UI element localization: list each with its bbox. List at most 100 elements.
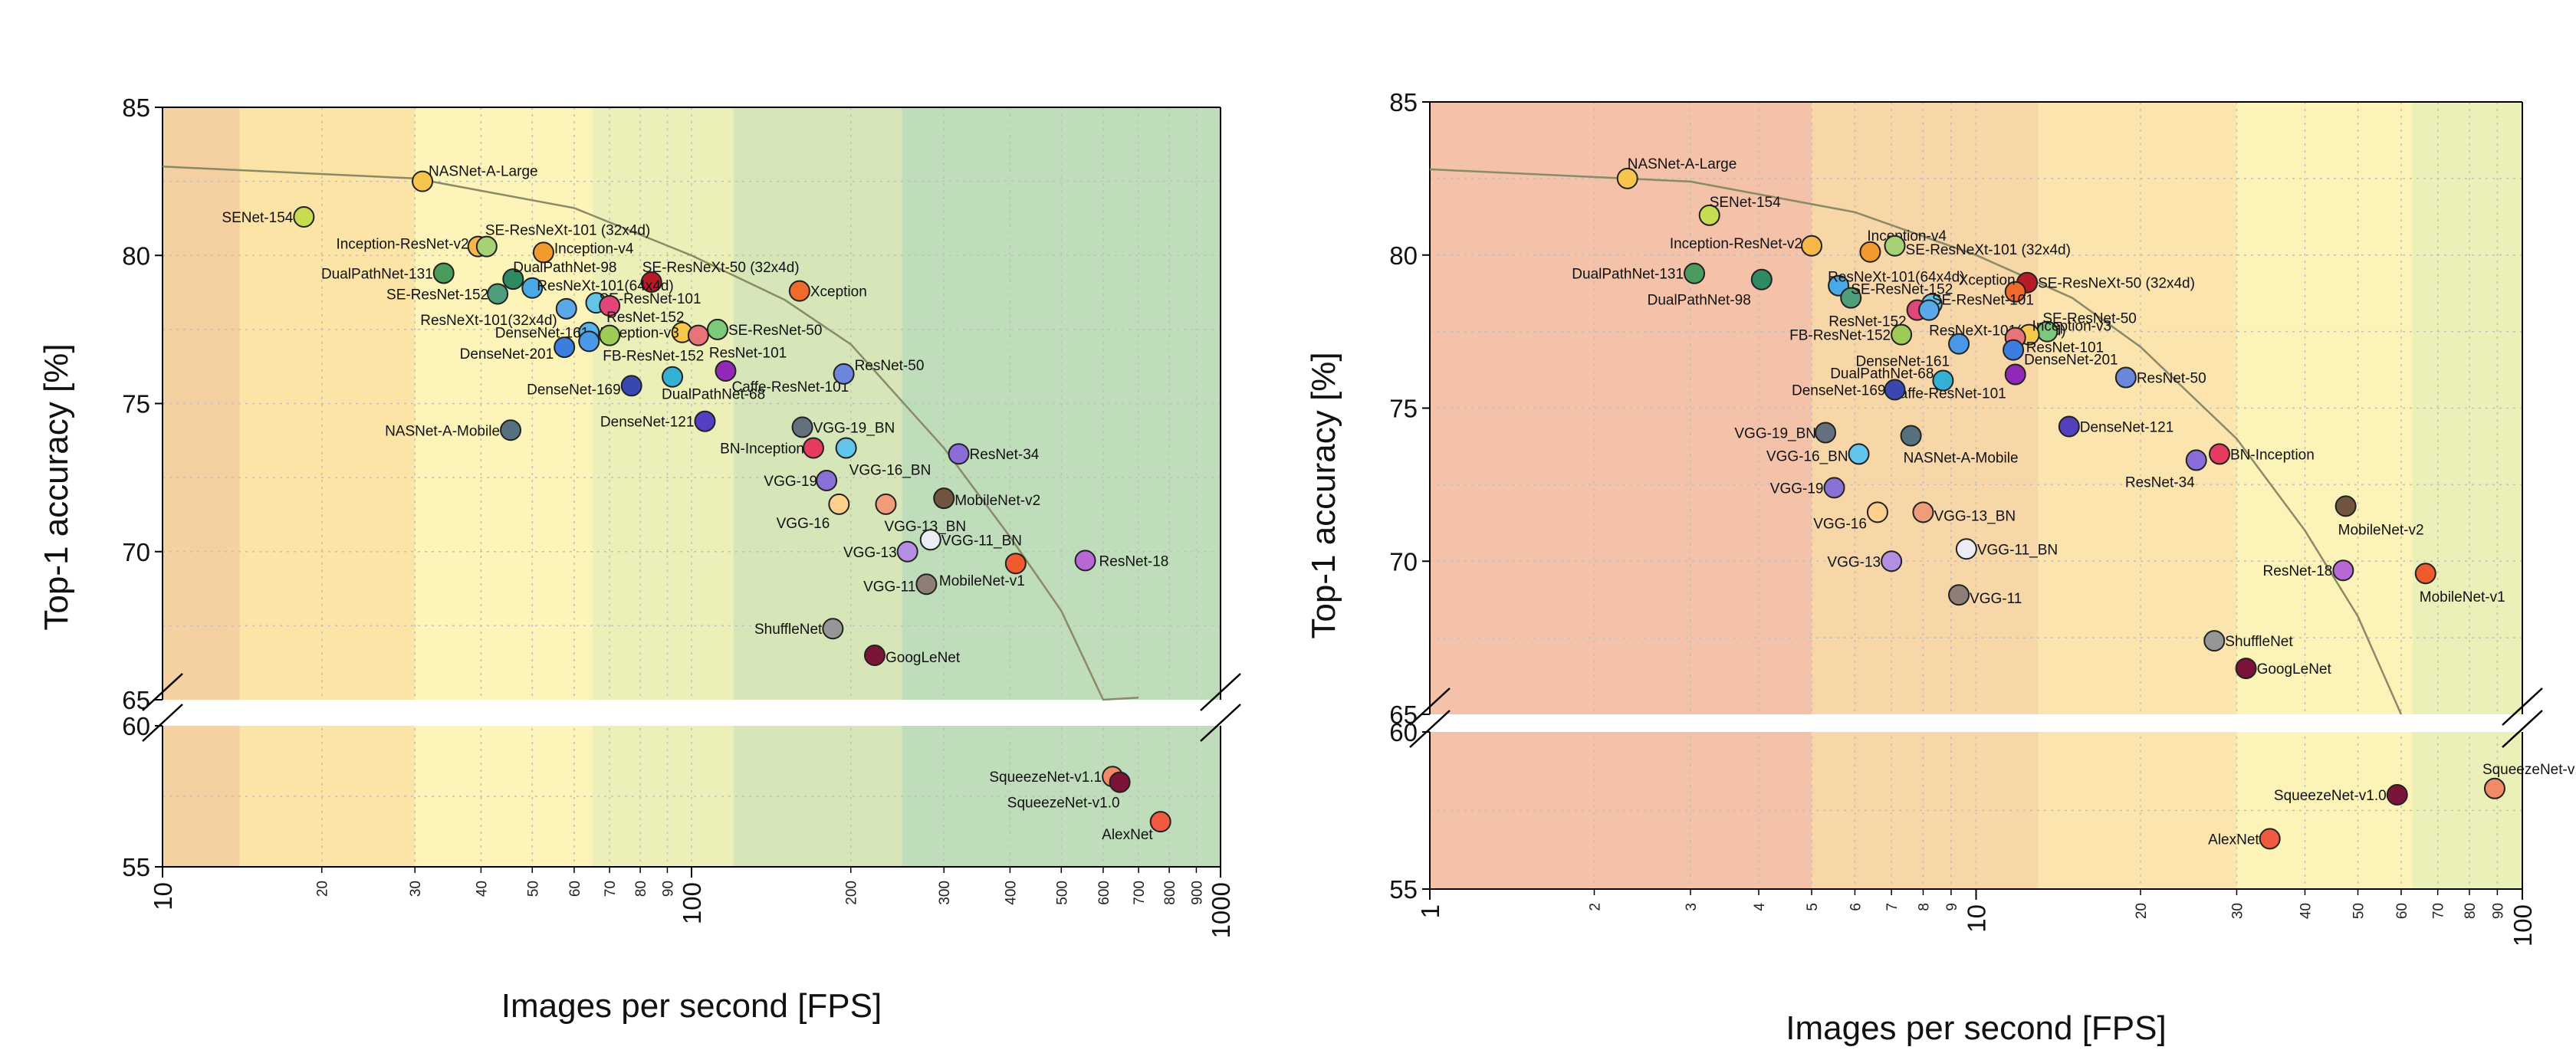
data-label: NASNet-A-Large: [429, 164, 538, 180]
background-band: [163, 107, 240, 867]
data-label: SE-ResNeXt-101 (32x4d): [485, 223, 650, 239]
data-label: BN-Inception: [2230, 447, 2315, 463]
data-point: [896, 540, 918, 563]
data-label: SE-ResNet-50: [2042, 311, 2137, 327]
x-minor-tick-label: 400: [1003, 881, 1019, 905]
data-label: VGG-16: [1813, 516, 1867, 532]
data-label: VGG-13_BN: [1934, 508, 2016, 524]
data-point: [791, 416, 813, 438]
data-point: [293, 206, 315, 228]
data-label: Xception: [1959, 273, 2016, 289]
data-label: SE-ResNet-152: [1851, 282, 1953, 298]
background-band: [1812, 102, 2039, 889]
x-minor-tick-label: 90: [660, 881, 676, 897]
data-point: [706, 318, 728, 340]
data-point: [1801, 235, 1823, 257]
data-point: [875, 493, 897, 515]
data-label: AlexNet: [2208, 832, 2259, 848]
x-minor-tick-label: 80: [2463, 903, 2479, 919]
data-point: [788, 280, 810, 302]
data-label: VGG-11: [863, 579, 915, 595]
data-point: [1616, 167, 1638, 189]
data-point: [599, 294, 621, 317]
data-label: DualPathNet-68: [662, 387, 765, 403]
data-point: [1684, 262, 1706, 284]
data-point: [500, 419, 522, 441]
data-point: [1815, 422, 1837, 444]
data-label: VGG-11_BN: [1977, 542, 2058, 558]
data-label: DenseNet-201: [460, 346, 554, 363]
data-point: [1881, 550, 1903, 573]
data-point: [2203, 630, 2226, 652]
data-point: [687, 324, 709, 346]
background-band: [592, 107, 734, 867]
data-label: SE-ResNeXt-50 (32x4d): [2038, 276, 2195, 292]
x-minor-tick-label: 90: [2490, 903, 2506, 919]
background-band: [2236, 102, 2413, 889]
data-point: [521, 277, 544, 299]
data-label: VGG-19: [1770, 481, 1824, 497]
data-label: SE-ResNeXt-101 (32x4d): [1906, 242, 2071, 258]
data-label: DenseNet-121: [2080, 419, 2174, 435]
x-tick-label: 100: [2509, 904, 2537, 947]
data-point: [662, 366, 684, 388]
data-label: NASNet-A-Mobile: [385, 423, 500, 439]
data-point: [640, 271, 662, 294]
data-point: [2003, 339, 2025, 361]
data-point: [2334, 495, 2357, 517]
x-minor-tick-label: 30: [408, 881, 424, 897]
data-label: AlexNet: [1102, 827, 1153, 843]
data-label: DenseNet-169: [527, 382, 621, 398]
data-label: SqueezeNet-v1.1: [989, 769, 1102, 786]
y-tick-label: 75: [1389, 395, 1418, 423]
data-point: [532, 241, 554, 264]
data-label: VGG-13_BN: [884, 519, 966, 535]
data-label: ResNet-50: [2137, 371, 2206, 387]
x-minor-tick-label: 900: [1189, 881, 1205, 905]
data-point: [578, 330, 600, 353]
data-label: SqueezeNet-v1.1: [2482, 762, 2576, 778]
y-axis-title: Top-1 accuracy [%]: [38, 343, 75, 630]
data-point: [1859, 241, 1881, 263]
data-label: SE-ResNet-101: [1932, 293, 2034, 309]
data-label: VGG-16: [777, 516, 830, 532]
data-label: SE-ResNet-101: [599, 291, 701, 307]
data-point: [1866, 501, 1888, 523]
axis-break-mark: [1200, 673, 1241, 711]
data-point: [1004, 553, 1027, 575]
x-minor-tick-label: 80: [633, 881, 649, 897]
data-point: [915, 573, 938, 596]
data-label: ResNeXt-101(32x4d): [420, 313, 557, 329]
data-label: Caffe-ResNet-101: [1889, 386, 2006, 402]
data-label: DualPathNet-68: [1830, 366, 1934, 382]
data-point: [1840, 287, 1862, 309]
x-minor-tick-label: 800: [1162, 881, 1178, 905]
data-label: ResNet-152: [606, 310, 684, 326]
axis-break-mark: [2502, 687, 2543, 726]
x-tick-label: 10: [149, 882, 177, 911]
x-minor-tick-label: 600: [1096, 881, 1112, 905]
data-point: [694, 410, 716, 432]
data-point: [2004, 281, 2026, 303]
x-minor-tick-label: 70: [2431, 903, 2447, 919]
data-label: VGG-13: [1827, 554, 1881, 570]
data-point: [2386, 784, 2408, 806]
x-minor-tick-label: 40: [474, 881, 490, 897]
data-label: DenseNet-201: [2024, 353, 2118, 369]
data-point: [599, 324, 621, 346]
pareto-front-curve: [1429, 168, 2403, 715]
axis-break-mark: [1200, 704, 1241, 742]
y-tick-label: 70: [1389, 547, 1418, 576]
x-minor-tick-label: 60: [567, 881, 583, 897]
background-band: [239, 107, 416, 867]
data-point: [1948, 584, 1970, 606]
data-point: [1891, 323, 1913, 346]
data-point: [2259, 828, 2281, 850]
data-label: SE-ResNet-152: [386, 287, 488, 303]
x-axis-title: Images per second [FPS]: [501, 987, 882, 1025]
data-label: DualPathNet-98: [1648, 293, 1751, 309]
y-tick-label: 80: [1389, 241, 1418, 270]
x-tick-label: 10: [1963, 904, 1991, 933]
background-band: [415, 107, 593, 867]
